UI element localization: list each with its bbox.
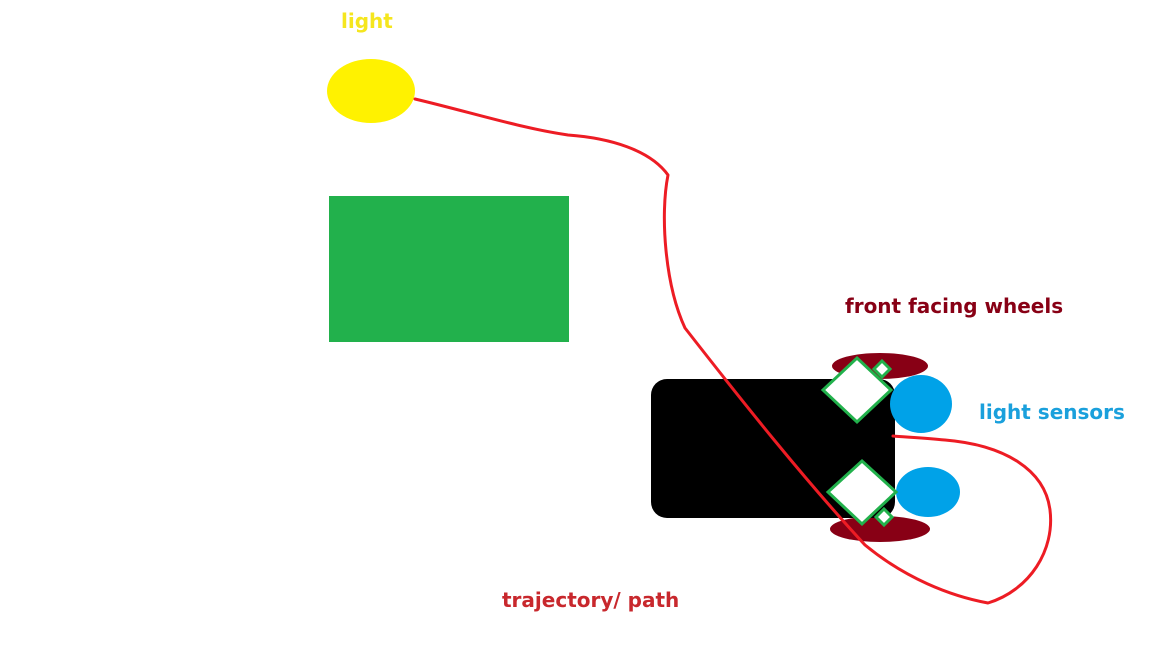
- light-source: [327, 59, 415, 123]
- trajectory-label: trajectory/ path: [502, 588, 680, 612]
- trajectory-path: [413, 97, 1053, 605]
- light-sensor-top: [890, 375, 952, 433]
- front-wheels-label: front facing wheels: [845, 294, 1064, 318]
- obstacle-box: [329, 196, 569, 342]
- wheel-marker-top-small: [871, 358, 893, 380]
- light-label: light: [341, 9, 393, 33]
- wheel-markers: [820, 355, 899, 528]
- wheel-marker-bottom-small: [873, 506, 895, 528]
- light-sensors-label: light sensors: [979, 400, 1125, 424]
- wheel-marker-top: [820, 355, 894, 425]
- light-sensor-bottom: [896, 467, 960, 517]
- robot-body: [651, 379, 895, 518]
- wheel-marker-bottom: [825, 458, 899, 527]
